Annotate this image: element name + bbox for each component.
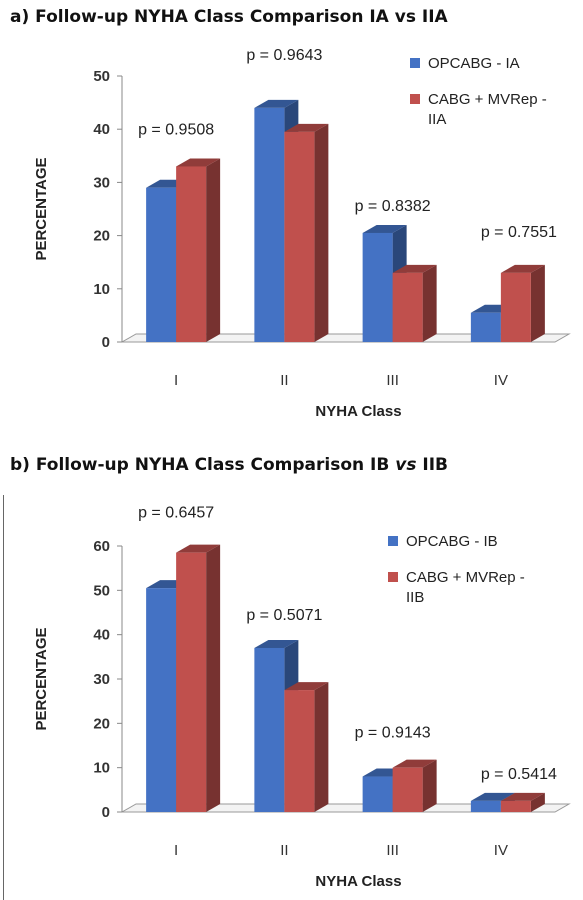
chart-a-legend-swatch	[410, 94, 420, 104]
chart-a: a) Follow-up NYHA Class Comparison IA vs…	[0, 0, 583, 440]
chart-a-y-tick-label: 40	[93, 121, 110, 138]
chart-b-bar-front	[284, 690, 315, 812]
chart-b-legend-label: OPCABG - IB	[406, 533, 498, 550]
chart-b-y-tick-label: 60	[93, 538, 110, 555]
chart-b-legend-line: IIB	[406, 589, 424, 606]
chart-b-bar-front	[146, 588, 177, 812]
chart-a-bar-red	[284, 123, 329, 342]
chart-b-bar-side	[314, 682, 329, 812]
chart-b-x-tick-label: III	[386, 842, 399, 859]
chart-b-bar-front	[176, 552, 207, 812]
chart-b-bar-top	[254, 639, 299, 648]
chart-a-bar-side	[314, 123, 329, 342]
chart-a-bar-front	[470, 312, 501, 342]
chart-b-title-part: b) Follow-up NYHA Class Comparison IB	[10, 455, 395, 475]
chart-b-y-axis-label: PERCENTAGE	[33, 627, 50, 730]
chart-a-legend-line: IIA	[428, 111, 446, 128]
chart-b-legend-line: CABG + MVRep -	[406, 569, 525, 586]
chart-b-y-tick-label: 20	[93, 715, 110, 732]
chart-b-bar-top	[470, 792, 515, 801]
chart-a-p-value: p = 0.9643	[246, 47, 322, 64]
chart-b-x-tick-label: I	[174, 842, 178, 859]
chart-a-bar-top	[500, 264, 545, 273]
chart-b-y-tick-label: 50	[93, 582, 110, 599]
chart-b-title-part: vs	[395, 455, 416, 475]
chart-b-bar-side	[422, 759, 437, 812]
chart-b-bar-top	[284, 682, 329, 691]
chart-b-bar-red	[176, 544, 221, 812]
chart-a-svg: a) Follow-up NYHA Class Comparison IA vs…	[10, 7, 571, 420]
chart-b-y-tick-label: 0	[102, 804, 110, 821]
left-border-line	[3, 495, 4, 900]
chart-a-p-value: p = 0.8382	[355, 198, 431, 215]
chart-a-y-tick-label: 0	[102, 334, 110, 351]
chart-a-legend-line: CABG + MVRep -	[428, 91, 547, 108]
chart-a-y-tick-label: 50	[93, 68, 110, 85]
chart-b-x-axis-label: NYHA Class	[315, 873, 401, 890]
chart-a-y-tick-label: 20	[93, 228, 110, 245]
chart-b-y-tick-label: 40	[93, 627, 110, 644]
chart-a-bar-top	[254, 99, 299, 108]
chart-a-x-axis-label: NYHA Class	[315, 403, 401, 420]
chart-b-title-part: IIB	[416, 455, 448, 475]
chart-a-legend-swatch	[410, 58, 420, 68]
chart-a-x-tick-label: III	[386, 372, 399, 389]
chart-b-svg: b) Follow-up NYHA Class Comparison IB vs…	[10, 455, 571, 890]
chart-a-bar-side	[530, 264, 545, 342]
chart-a-x-tick-label: IV	[494, 372, 508, 389]
chart-a-bar-front	[362, 232, 393, 342]
chart-a-bar-front	[500, 272, 531, 342]
chart-b-bar-front	[392, 767, 423, 812]
chart-b-p-value: p = 0.5071	[246, 607, 322, 624]
chart-b-bar-top	[176, 544, 221, 553]
chart-a-bar-front	[146, 187, 177, 342]
chart-b-bar-front	[254, 647, 285, 812]
chart-a-bar-red	[176, 158, 221, 342]
chart-a-y-axis-label: PERCENTAGE	[33, 157, 50, 260]
chart-b-legend-label: CABG + MVRep - IIB	[406, 569, 525, 606]
chart-a-bar-top	[362, 224, 407, 233]
chart-a-p-value: p = 0.9508	[138, 121, 214, 138]
chart-b-x-tick-label: IV	[494, 842, 508, 859]
chart-b-y-tick-label: 30	[93, 671, 110, 688]
chart-a-bar-red	[392, 264, 437, 342]
chart-b-p-value: p = 0.6457	[138, 505, 214, 522]
chart-b-x-tick-label: II	[280, 842, 288, 859]
chart-a-x-tick-label: II	[280, 372, 288, 389]
chart-b-bar-side	[530, 792, 545, 812]
chart-a-legend-label: OPCABG - IA	[428, 55, 520, 72]
chart-a-bar-side	[206, 158, 221, 342]
chart-a-bar-top	[392, 264, 437, 273]
chart-b-title: b) Follow-up NYHA Class Comparison IB vs…	[10, 455, 448, 475]
chart-b-bar-red	[500, 792, 545, 812]
chart-a-bar-top	[284, 123, 329, 132]
chart-a-bar-top	[176, 158, 221, 167]
chart-b-p-value: p = 0.9143	[355, 725, 431, 742]
chart-b-legend-swatch	[388, 572, 398, 582]
chart-a-bar-front	[392, 272, 423, 342]
chart-b-bar-top	[392, 759, 437, 768]
chart-a-legend-label: CABG + MVRep - IIA	[428, 91, 547, 128]
chart-b-p-value: p = 0.5414	[481, 766, 557, 783]
chart-a-bar-front	[176, 166, 207, 342]
chart-b-bar-front	[362, 776, 393, 812]
chart-b-bar-side	[206, 544, 221, 812]
chart-a-bar-front	[254, 107, 285, 342]
chart-b: b) Follow-up NYHA Class Comparison IB vs…	[0, 440, 583, 900]
chart-a-y-tick-label: 10	[93, 281, 110, 298]
chart-b-bar-red	[284, 682, 329, 812]
chart-a-bar-red	[500, 264, 545, 342]
chart-b-bar-top	[500, 792, 545, 801]
chart-a-p-value: p = 0.7551	[481, 224, 557, 241]
chart-b-legend-swatch	[388, 536, 398, 546]
chart-b-bar-front	[470, 800, 501, 812]
chart-a-x-tick-label: I	[174, 372, 178, 389]
chart-a-title: a) Follow-up NYHA Class Comparison IA vs…	[10, 7, 449, 27]
chart-a-y-tick-label: 30	[93, 174, 110, 191]
chart-b-bar-red	[392, 759, 437, 812]
chart-a-bar-side	[422, 264, 437, 342]
chart-a-bar-front	[284, 131, 315, 342]
chart-b-y-tick-label: 10	[93, 760, 110, 777]
chart-b-bar-front	[500, 800, 531, 812]
